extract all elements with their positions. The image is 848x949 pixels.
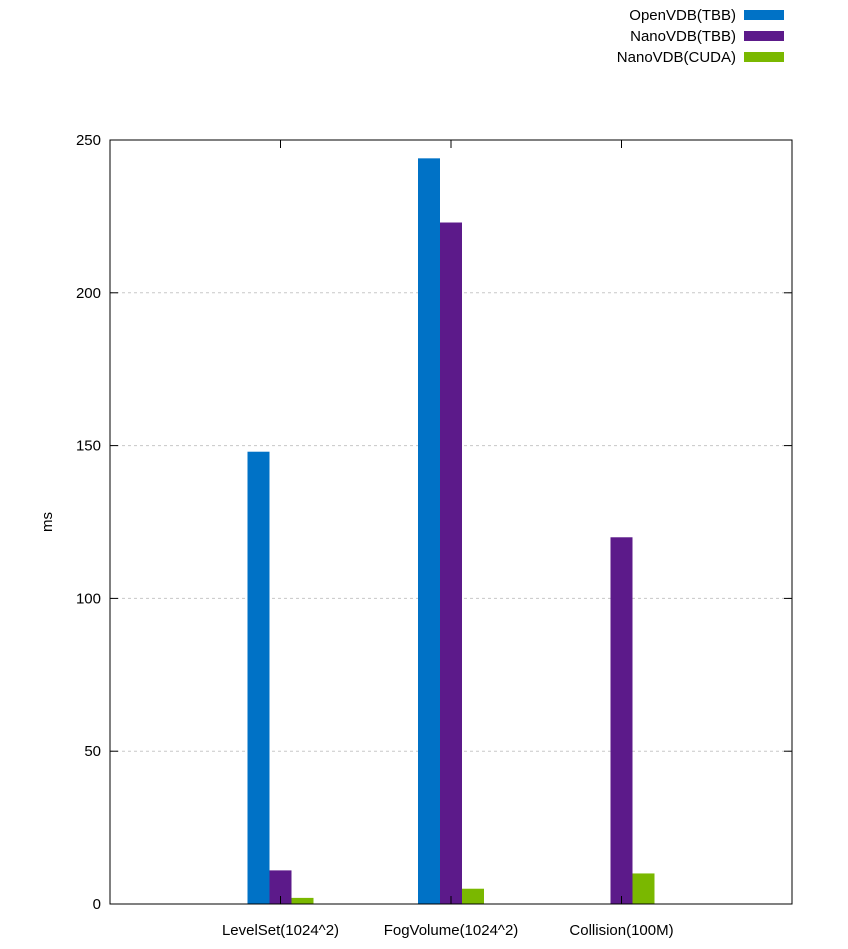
legend-swatch (744, 10, 784, 20)
bar-nanovdb-tbb--2 (610, 537, 633, 904)
bar-nanovdb-tbb--1 (440, 222, 462, 905)
y-tick-label: 200 (76, 285, 101, 302)
legend-label: NanoVDB(CUDA) (617, 49, 736, 66)
legend-label: NanoVDB(TBB) (630, 28, 736, 45)
y-tick-label: 150 (76, 438, 101, 455)
bar-nanovdb-cuda--1 (462, 888, 484, 904)
x-tick-label: FogVolume(1024^2) (384, 922, 519, 939)
x-tick-label: Collision(100M) (569, 922, 673, 939)
y-tick-label: 250 (76, 132, 101, 149)
bar-openvdb-tbb--0 (247, 451, 270, 904)
bar-openvdb-tbb--1 (418, 158, 440, 904)
legend: OpenVDB(TBB) NanoVDB(TBB) NanoVDB(CUDA) (617, 7, 784, 66)
x-tick-label: LevelSet(1024^2) (222, 922, 339, 939)
y-axis-label: ms (39, 512, 56, 532)
legend-label: OpenVDB(TBB) (629, 7, 736, 24)
bars (247, 158, 655, 905)
bar-nanovdb-cuda--2 (632, 873, 655, 904)
y-tick-label: 100 (76, 590, 101, 607)
y-tick-label: 0 (93, 896, 101, 913)
y-ticks: 0 50 100 150 200 250 (76, 132, 792, 913)
bar-nanovdb-tbb--0 (269, 870, 292, 904)
y-tick-label: 50 (84, 743, 101, 760)
legend-swatch (744, 52, 784, 62)
x-ticks: LevelSet(1024^2) FogVolume(1024^2) Collisi… (222, 140, 674, 939)
legend-swatch (744, 31, 784, 41)
bar-nanovdb-cuda--0 (291, 897, 314, 904)
